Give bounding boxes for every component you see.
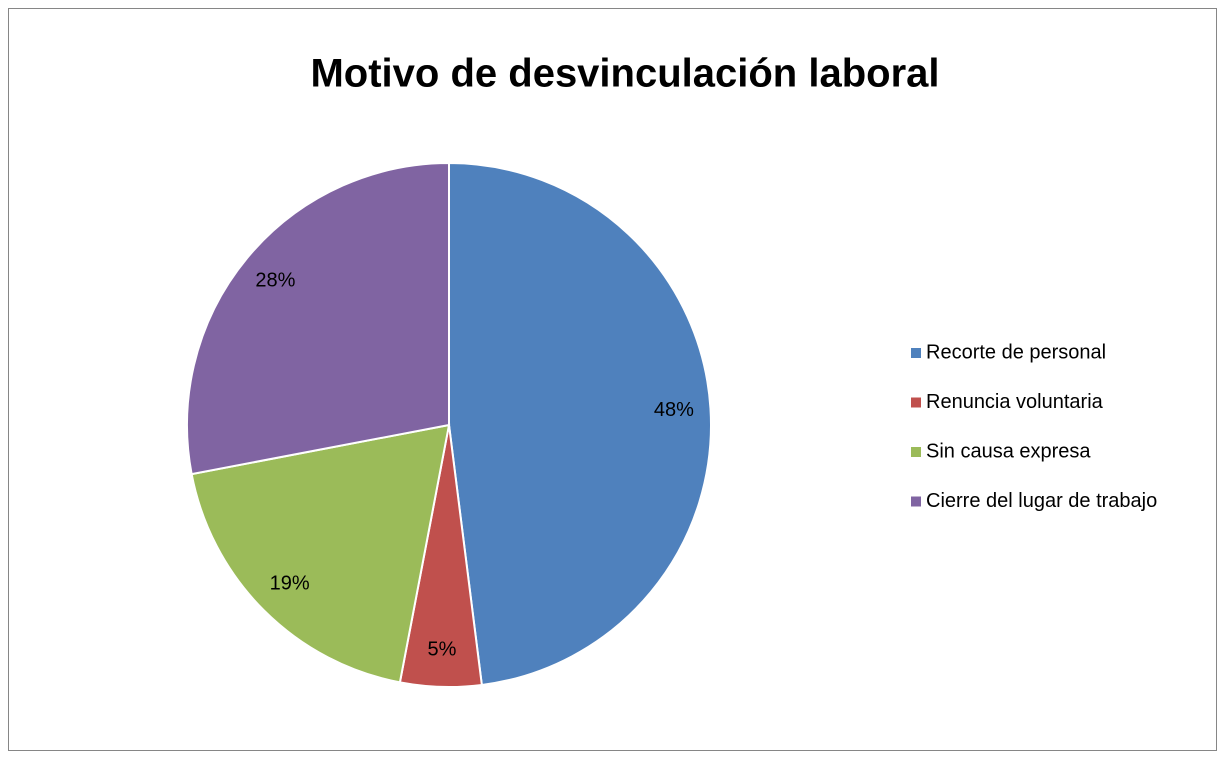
data-label: 48% xyxy=(654,399,694,421)
legend-label: Recorte de personal xyxy=(926,341,1106,363)
data-label: 28% xyxy=(255,270,295,292)
pie-slice xyxy=(190,423,451,684)
data-label: 19% xyxy=(270,573,310,595)
legend-swatch xyxy=(911,348,921,358)
legend-label: Cierre del lugar de trabajo xyxy=(926,490,1157,512)
data-label: 5% xyxy=(427,638,456,660)
pie-slice xyxy=(448,161,712,687)
pie-slice xyxy=(186,161,450,476)
legend-label: Renuncia voluntaria xyxy=(926,391,1104,413)
legend-swatch xyxy=(911,447,921,457)
legend-swatch xyxy=(911,496,921,507)
chart-title: Motivo de desvinculación laboral xyxy=(310,52,939,96)
legend-swatch xyxy=(911,397,921,408)
legend-label: Sin causa expresa xyxy=(926,440,1091,462)
